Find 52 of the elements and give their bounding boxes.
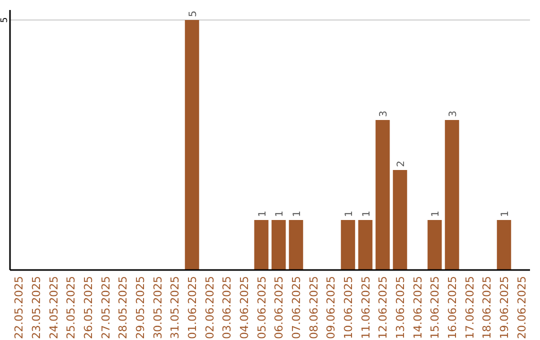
data-label: 1	[500, 210, 511, 217]
x-tick-label: 16.06.2025	[446, 276, 459, 339]
bar	[376, 120, 390, 270]
x-tick-label: 13.06.2025	[394, 276, 407, 339]
data-label: 1	[257, 210, 268, 217]
bar	[340, 220, 356, 270]
bar	[392, 170, 408, 270]
x-tick-label: 06.06.2025	[272, 276, 286, 339]
bar	[444, 120, 460, 270]
x-tick-label: 17.06.2025	[463, 276, 476, 339]
x-tick-label: 14.06.2025	[411, 276, 424, 339]
x-tick-label: 02.06.2025	[203, 276, 216, 339]
bar	[184, 20, 200, 270]
data-label: 3	[448, 110, 459, 117]
data-label: 1	[344, 210, 355, 217]
x-tick-label: 03.06.2025	[220, 276, 234, 339]
x-tick-label: 18.06.2025	[480, 276, 494, 339]
x-tick-label: 30.05.2025	[151, 276, 164, 339]
x-tick-label: 05.06.2025	[255, 276, 268, 339]
bar	[496, 220, 512, 270]
bar	[272, 220, 286, 270]
bar	[254, 220, 268, 270]
x-tick-label: 22.05.2025	[12, 276, 26, 339]
x-tick-label: 28.05.2025	[116, 276, 130, 339]
x-tick-label: 27.05.2025	[99, 276, 112, 339]
data-label: 5	[188, 10, 199, 17]
x-tick-label: 09.06.2025	[324, 276, 338, 339]
x-tick-label: 23.05.2025	[30, 276, 43, 339]
data-label: 3	[378, 110, 390, 117]
x-tick-label: 20.06.2025	[515, 276, 528, 339]
x-tick-label: 29.05.2025	[134, 276, 147, 339]
data-label: 1	[430, 210, 442, 217]
x-tick-label: 08.06.2025	[307, 276, 320, 339]
x-tick-label: 07.06.2025	[290, 276, 303, 339]
x-tick-label: 04.06.2025	[238, 276, 251, 339]
x-tick-label: 10.06.2025	[342, 276, 355, 339]
x-tick-label: 25.05.2025	[64, 276, 78, 339]
x-tick-label: 01.06.2025	[186, 276, 199, 339]
x-tick-label: 11.06.2025	[359, 276, 372, 339]
bar	[288, 220, 304, 270]
data-label: 1	[292, 210, 303, 217]
bar	[428, 220, 442, 270]
x-tick-label: 24.05.2025	[47, 276, 60, 339]
bar	[358, 220, 372, 270]
x-tick-label: 26.05.2025	[82, 276, 95, 339]
data-label: 1	[361, 210, 372, 217]
data-label: 1	[274, 210, 286, 217]
x-tick-label: 15.06.2025	[428, 276, 442, 339]
data-label: 2	[396, 160, 407, 167]
x-tick-label: 12.06.2025	[376, 276, 390, 339]
x-tick-label: 31.05.2025	[168, 276, 182, 339]
x-tick-label: 19.06.2025	[498, 276, 511, 339]
